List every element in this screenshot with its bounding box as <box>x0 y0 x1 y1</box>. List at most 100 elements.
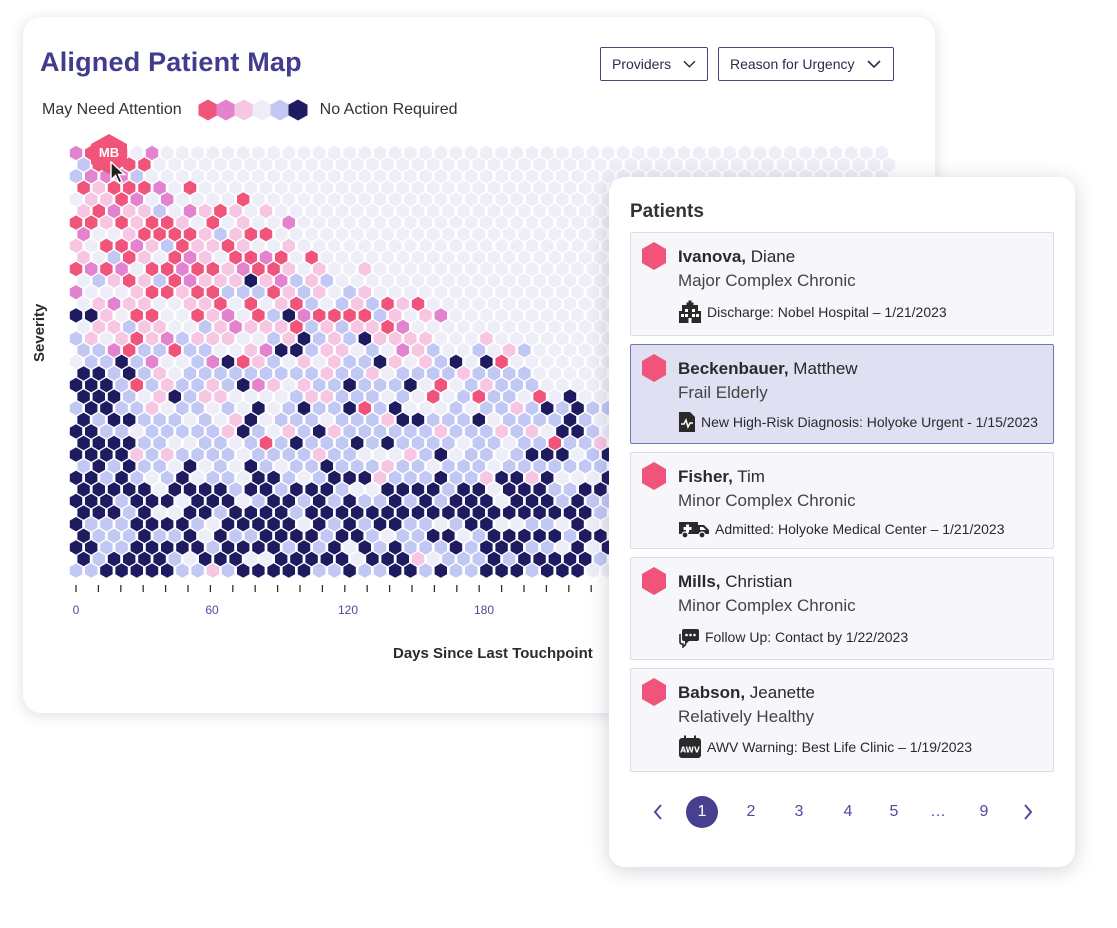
chat-bubble-icon <box>679 629 699 648</box>
page-button[interactable]: 2 <box>746 803 756 820</box>
hex-cell <box>244 157 257 172</box>
hex-cell <box>533 389 546 404</box>
hex-cell <box>472 343 485 358</box>
hex-cell <box>411 157 425 172</box>
hex-cell <box>351 180 364 195</box>
hex-cell <box>297 401 311 416</box>
hex-cell <box>503 157 516 172</box>
hex-cell <box>282 517 295 532</box>
reason-for-urgency-dropdown[interactable]: Reason for Urgency <box>718 47 894 81</box>
hex-cell <box>92 528 105 543</box>
hex-cell <box>214 412 227 427</box>
hex-cell <box>525 424 539 439</box>
patient-card-selected[interactable]: Beckenbauer, Matthew Frail Elderly New H… <box>630 344 1054 444</box>
hex-cell <box>221 424 235 439</box>
page-button[interactable]: 5 <box>889 803 899 820</box>
hex-cell <box>594 180 607 195</box>
hex-cell <box>761 157 774 172</box>
hex-cell <box>381 250 394 265</box>
hex-cell <box>442 343 455 358</box>
hex-cell <box>525 447 539 462</box>
hex-cell <box>434 261 447 277</box>
hex-cell <box>77 459 90 474</box>
hex-cell <box>525 377 539 393</box>
hex-cell <box>503 389 516 404</box>
hex-cell <box>297 331 311 346</box>
hex-cell <box>335 273 349 288</box>
hex-cell <box>229 459 242 474</box>
hex-cell <box>115 377 128 393</box>
hex-cell <box>183 296 197 311</box>
hex-cell <box>525 470 539 485</box>
hex-cell <box>586 563 599 578</box>
hex-cell <box>419 215 432 230</box>
hex-cell <box>252 354 265 369</box>
hex-cell <box>100 447 113 462</box>
previous-page-button[interactable] <box>649 797 667 827</box>
hex-cell <box>518 459 531 474</box>
legend-swatch-hex <box>234 99 254 121</box>
hex-cell <box>244 389 257 404</box>
hex-cell <box>366 366 379 381</box>
hex-cell <box>389 285 402 300</box>
hex-cell <box>161 493 174 509</box>
hex-cell <box>145 447 159 462</box>
hex-cell <box>199 505 212 520</box>
page-button[interactable]: 4 <box>843 803 853 820</box>
hex-cell <box>427 273 440 288</box>
hex-cell <box>145 563 159 578</box>
hex-cell <box>465 517 478 532</box>
hex-cell <box>161 447 174 462</box>
hex-cell <box>518 412 531 427</box>
patient-card[interactable]: Babson, Jeanette Relatively Healthy AWV … <box>630 668 1054 772</box>
hex-cell <box>449 493 463 509</box>
hex-cell <box>85 377 98 393</box>
hex-cell <box>92 435 105 451</box>
hex-cell <box>556 169 569 184</box>
hex-cell <box>244 528 257 543</box>
hex-cell <box>487 389 501 404</box>
next-page-button[interactable] <box>1019 797 1037 827</box>
hex-cell <box>822 157 835 172</box>
hex-cell <box>404 493 417 509</box>
hex-cell <box>168 157 181 172</box>
hex-cell <box>541 331 554 346</box>
hex-cell <box>191 192 204 207</box>
patient-card[interactable]: Mills, Christian Minor Complex Chronic F… <box>630 557 1054 660</box>
hex-cell <box>214 482 227 497</box>
hex-cell <box>275 227 288 242</box>
x-axis-title: Days Since Last Touchpoint <box>393 645 593 662</box>
hex-cell <box>130 540 143 555</box>
page-button[interactable]: 3 <box>794 803 804 820</box>
hex-cell <box>472 505 485 520</box>
hex-cell <box>252 215 265 230</box>
hex-cell <box>411 435 425 451</box>
hex-cell <box>487 459 501 474</box>
hex-cell <box>130 169 143 184</box>
hex-cell <box>335 389 349 404</box>
hex-cell <box>579 296 592 311</box>
hex-cell <box>145 238 159 253</box>
page-button[interactable]: 9 <box>979 803 989 820</box>
hex-cell <box>259 157 273 172</box>
patient-card[interactable]: Fisher, Tim Minor Complex Chronic Admitt… <box>630 452 1054 549</box>
selected-patient-marker[interactable]: MB <box>90 133 128 175</box>
hex-cell <box>191 563 204 578</box>
hex-cell <box>434 145 447 161</box>
hex-cell <box>153 319 166 335</box>
hex-cell <box>138 343 151 358</box>
providers-dropdown-label: Providers <box>612 56 672 72</box>
page-button-current[interactable]: 1 <box>686 796 718 828</box>
hex-cell <box>465 563 478 578</box>
hex-cell <box>229 482 242 497</box>
hex-cell <box>221 192 235 207</box>
hex-cell <box>335 459 349 474</box>
hex-cell <box>457 459 470 474</box>
providers-dropdown[interactable]: Providers <box>600 47 708 81</box>
hex-cell <box>358 470 371 485</box>
hex-cell <box>100 493 113 509</box>
patient-card[interactable]: Ivanova, Diane Major Complex Chronic Dis… <box>630 232 1054 336</box>
hex-cell <box>275 203 288 219</box>
hex-cell <box>145 215 159 230</box>
hex-cell <box>199 389 212 404</box>
